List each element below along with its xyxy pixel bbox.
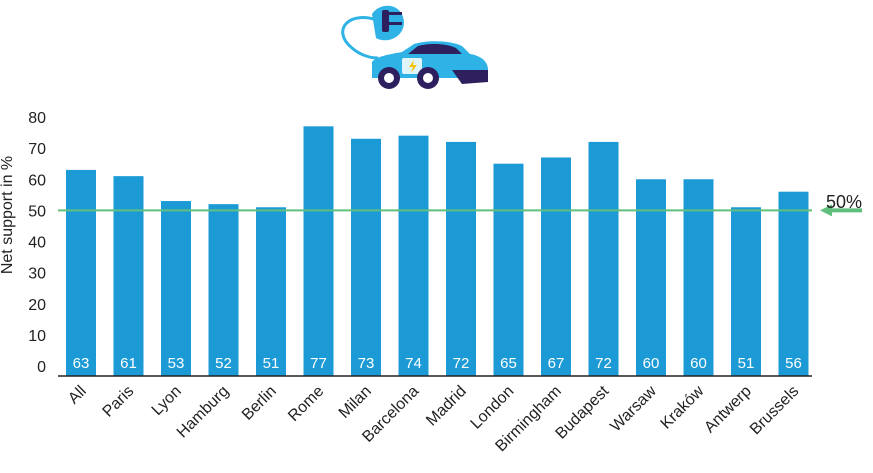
- x-tick-label: Warsaw: [607, 382, 660, 435]
- x-tick-label: Brussels: [747, 383, 802, 438]
- x-tick-label: Budapest: [553, 382, 613, 442]
- electric-car-icon: [341, 5, 488, 89]
- data-label: 61: [120, 355, 137, 372]
- x-tick-label: Madrid: [423, 383, 470, 430]
- data-label: 51: [263, 355, 280, 372]
- data-label: 72: [595, 355, 612, 372]
- x-tick-label: Rome: [285, 383, 327, 425]
- x-tick-label: Berlin: [239, 383, 280, 424]
- bar: [731, 207, 761, 376]
- data-label: 60: [690, 355, 707, 372]
- data-label: 52: [215, 355, 232, 372]
- bar: [541, 157, 571, 376]
- bar: [161, 201, 191, 376]
- bar: [588, 141, 619, 376]
- reference-line-label: 50%: [826, 192, 862, 212]
- reference-arrow: [820, 204, 862, 217]
- bar: [66, 169, 96, 376]
- bar: [446, 141, 476, 376]
- bar: [351, 138, 381, 376]
- y-tick-label: 30: [28, 266, 46, 283]
- y-axis-ticks: 0 10 20 30 40 50 60 70 80: [28, 110, 46, 376]
- data-label: 67: [548, 355, 565, 372]
- y-tick-label: 50: [28, 203, 46, 220]
- bar: [683, 179, 714, 376]
- data-label: 51: [738, 355, 755, 372]
- data-label: 60: [643, 355, 660, 372]
- y-tick-label: 60: [28, 172, 46, 189]
- x-tick-label: All: [65, 383, 90, 408]
- bar: [778, 191, 809, 376]
- data-label: 56: [785, 355, 802, 372]
- y-tick-label: 80: [28, 110, 46, 127]
- data-label: 72: [453, 355, 470, 372]
- y-tick-label: 20: [28, 297, 46, 314]
- data-label: 73: [358, 355, 375, 372]
- bar: [636, 179, 666, 376]
- y-axis-label: Net support in %: [0, 156, 16, 274]
- x-tick-label: Antwerp: [701, 383, 755, 437]
- bar: [493, 163, 524, 376]
- bar: [398, 135, 429, 376]
- x-tick-label: Lyon: [149, 383, 185, 419]
- y-tick-label: 40: [28, 235, 46, 252]
- x-tick-label: Paris: [100, 383, 138, 421]
- y-tick-label: 0: [37, 359, 46, 376]
- y-tick-label: 10: [28, 328, 46, 345]
- bar: [208, 204, 239, 376]
- x-tick-label: Milan: [336, 383, 375, 422]
- bar: [256, 207, 286, 376]
- data-label: 65: [500, 355, 517, 372]
- data-label: 53: [168, 355, 185, 372]
- x-tick-label: Kraków: [658, 382, 708, 432]
- bar: [303, 126, 334, 377]
- data-label: 74: [405, 355, 422, 372]
- data-label: 63: [73, 355, 90, 372]
- x-tick-label: Hamburg: [174, 383, 233, 442]
- data-label: 77: [310, 355, 327, 372]
- y-tick-label: 70: [28, 141, 46, 158]
- bars: 63 61 53 52 51 77 73 74 72 65 67 72 60 60 51 56: [66, 126, 809, 377]
- bar: [113, 176, 144, 376]
